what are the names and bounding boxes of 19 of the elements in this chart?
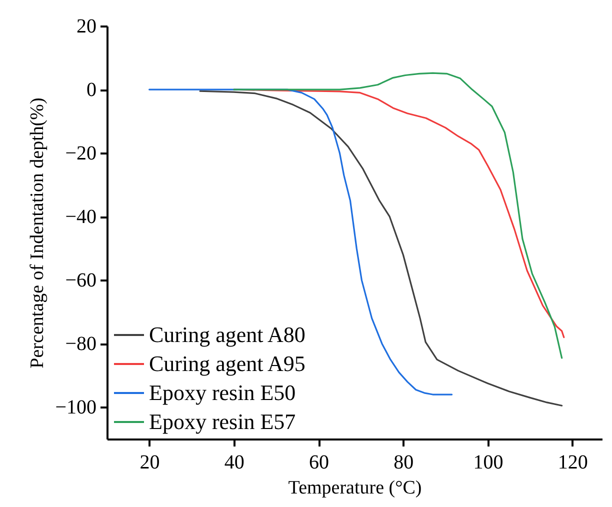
legend-label: Epoxy resin E57 bbox=[149, 409, 296, 434]
y-tick-label: 20 bbox=[76, 16, 96, 38]
y-axis-title: Percentage of Indentation depth(%) bbox=[27, 98, 48, 368]
y-tick-label: −20 bbox=[65, 142, 96, 165]
y-tick-label: −100 bbox=[55, 396, 96, 419]
x-tick-label: 100 bbox=[473, 452, 504, 474]
y-tick-label: 0 bbox=[86, 79, 96, 102]
x-tick-label: 80 bbox=[394, 452, 414, 474]
legend-label: Epoxy resin E50 bbox=[149, 380, 296, 405]
legend-label: Curing agent A80 bbox=[149, 322, 306, 347]
x-tick-label: 120 bbox=[558, 452, 588, 474]
y-tick-label: −40 bbox=[65, 206, 96, 228]
x-tick-label: 60 bbox=[309, 452, 330, 474]
x-tick-label: 40 bbox=[224, 452, 244, 474]
y-tick-label: −60 bbox=[65, 270, 96, 292]
legend-label: Curing agent A95 bbox=[149, 351, 306, 376]
x-tick-label: 20 bbox=[140, 452, 160, 474]
y-tick-label: −80 bbox=[65, 333, 96, 356]
x-axis-title: Temperature (°C) bbox=[288, 478, 422, 498]
